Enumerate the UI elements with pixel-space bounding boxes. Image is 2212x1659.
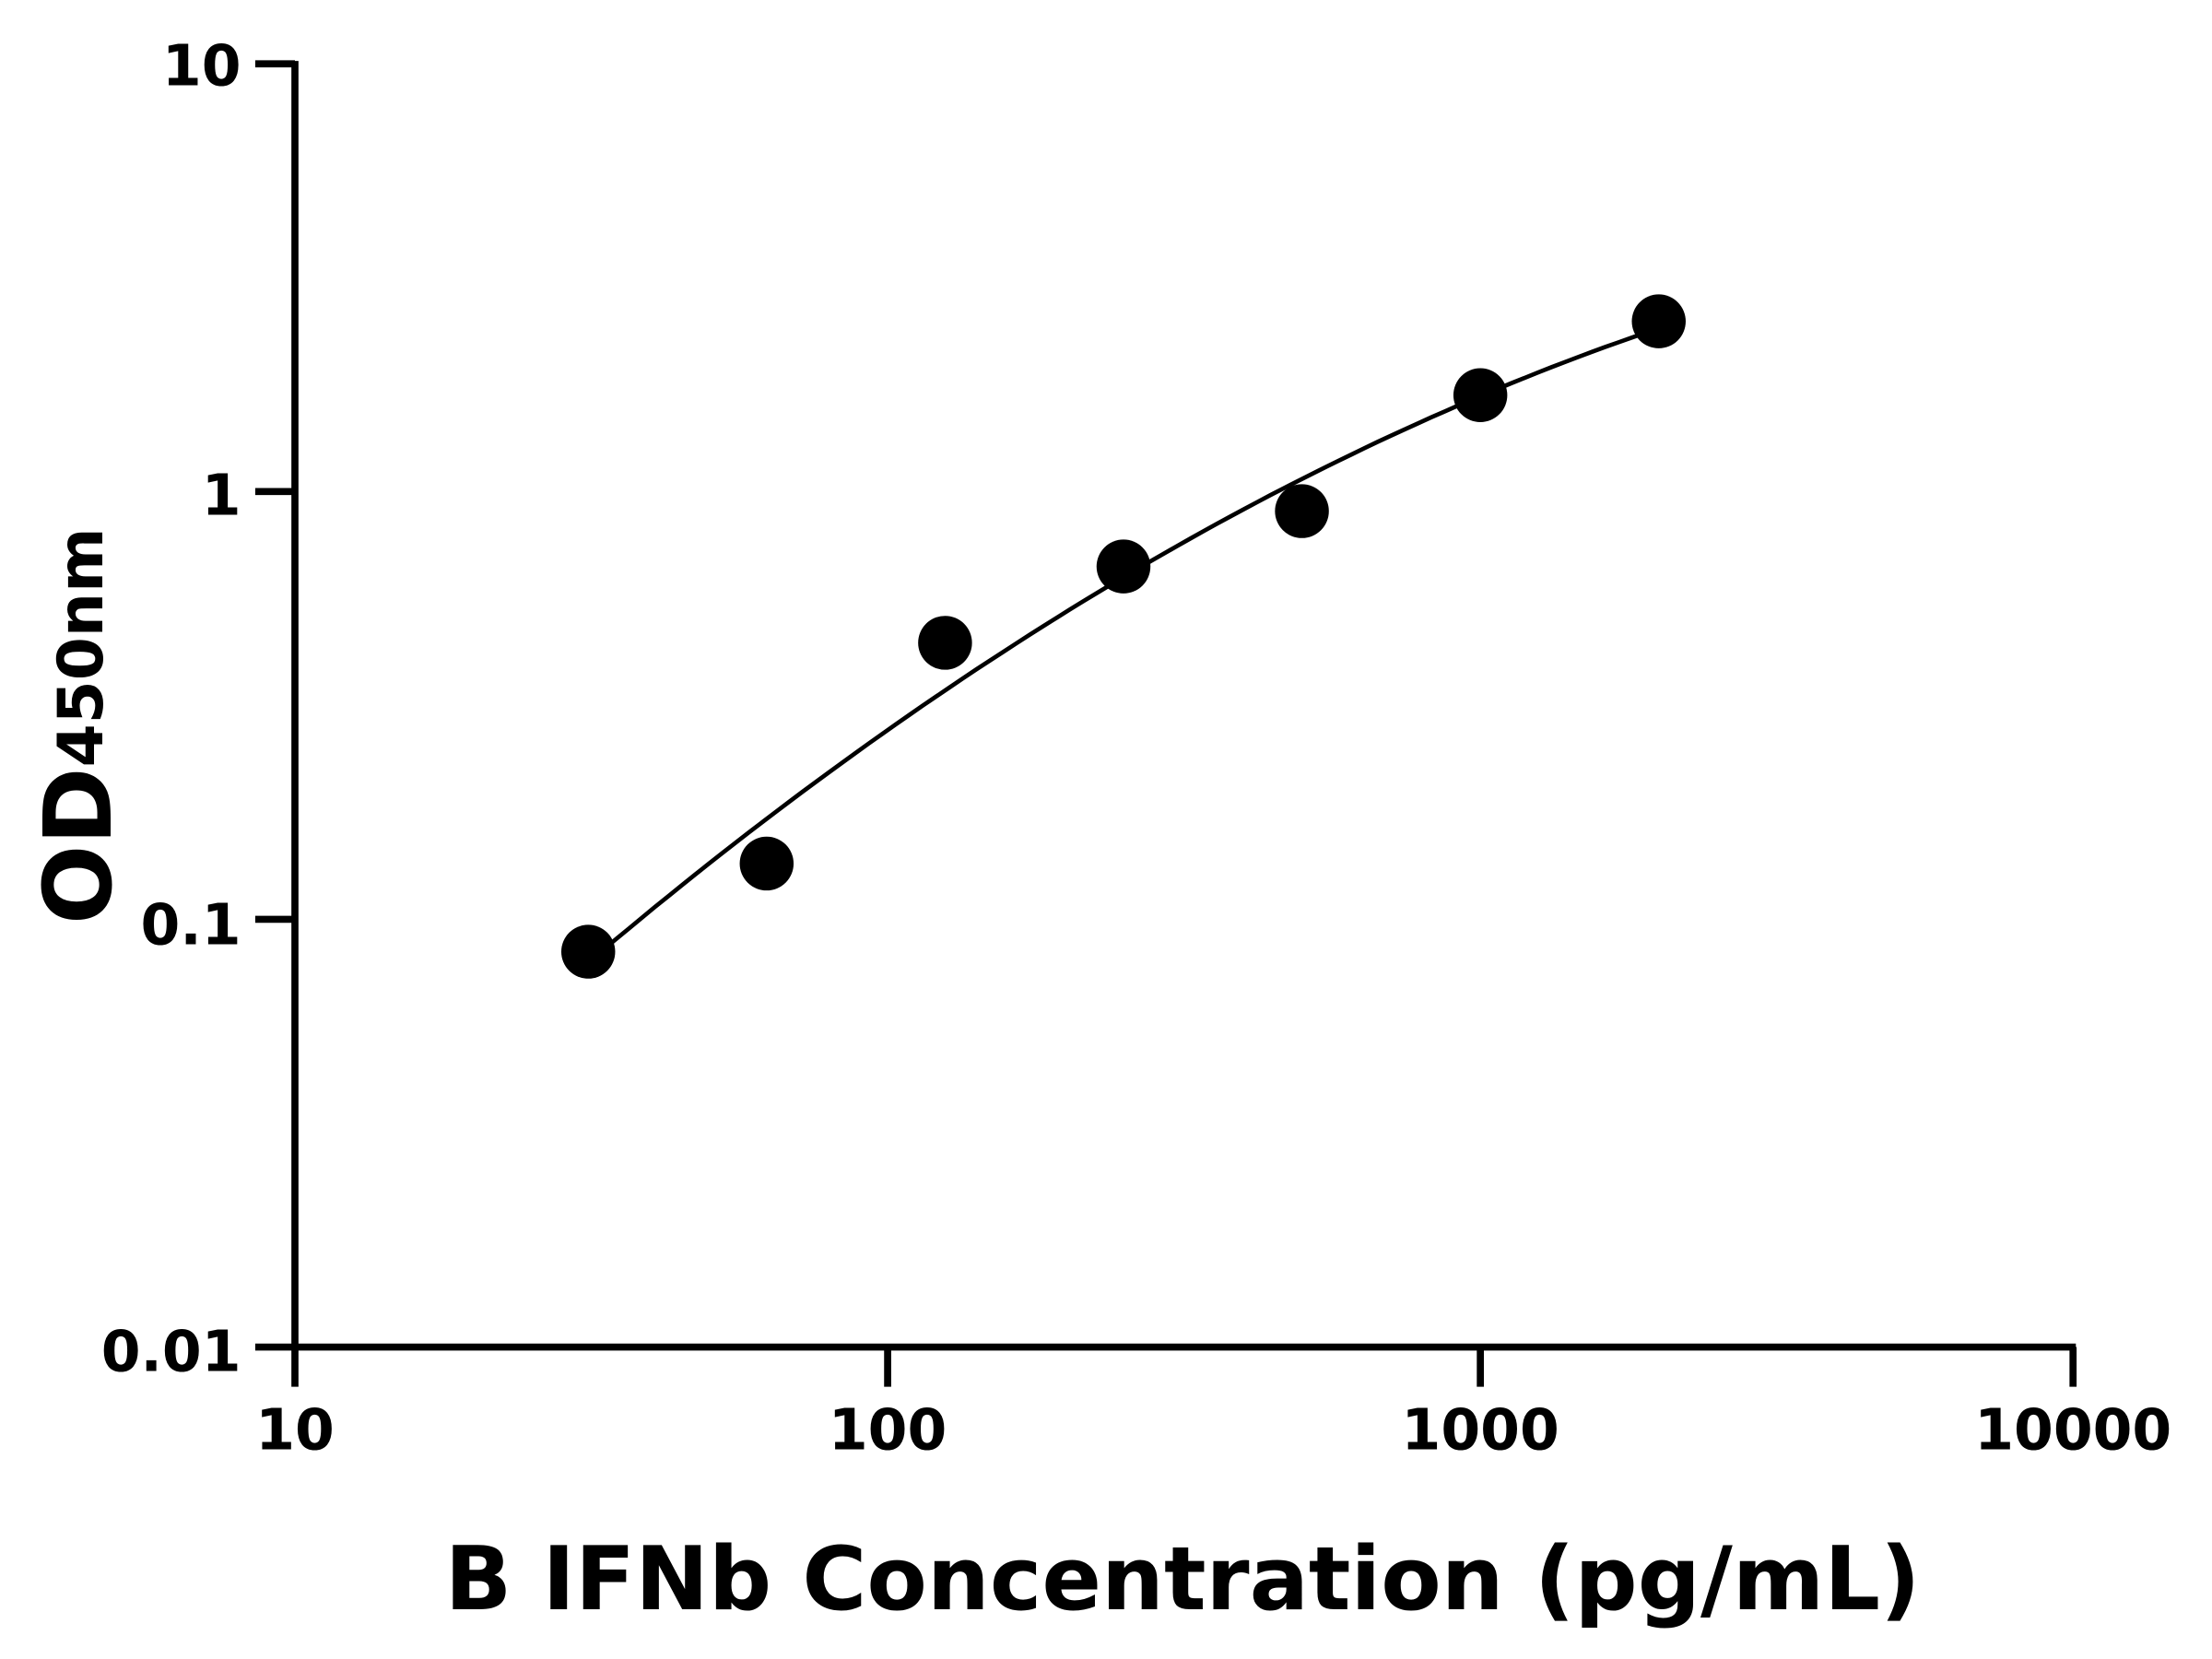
x-tick-label: 10000 [1974,1396,2171,1463]
data-point [1275,484,1329,538]
y-axis-label: OD450nm [24,527,133,924]
x-axis-label: B IFNb Concentration (pg/mL) [445,1528,1921,1630]
y-tick-label: 0.1 [141,892,241,959]
data-point [1631,294,1686,348]
y-tick-label: 10 [162,32,241,99]
axes [254,60,2077,1387]
x-tick-label: 1000 [1402,1396,1559,1463]
data-point [1096,539,1151,594]
data-point [560,924,616,979]
data-point [918,616,972,670]
data-point [739,836,794,891]
y-tick-label: 1 [202,462,241,528]
x-tick-label: 100 [829,1396,947,1463]
data-points [560,294,1686,979]
y-tick-label: 0.01 [101,1319,241,1385]
x-tick-label: 10 [255,1396,335,1463]
y-axis-label-subscript: 450nm [44,527,117,767]
data-point [1453,368,1508,422]
y-axis-label-main: OD [24,767,133,924]
tick-labels: 10 100 1000 10000 0.01 0.1 1 10 [101,32,2171,1463]
